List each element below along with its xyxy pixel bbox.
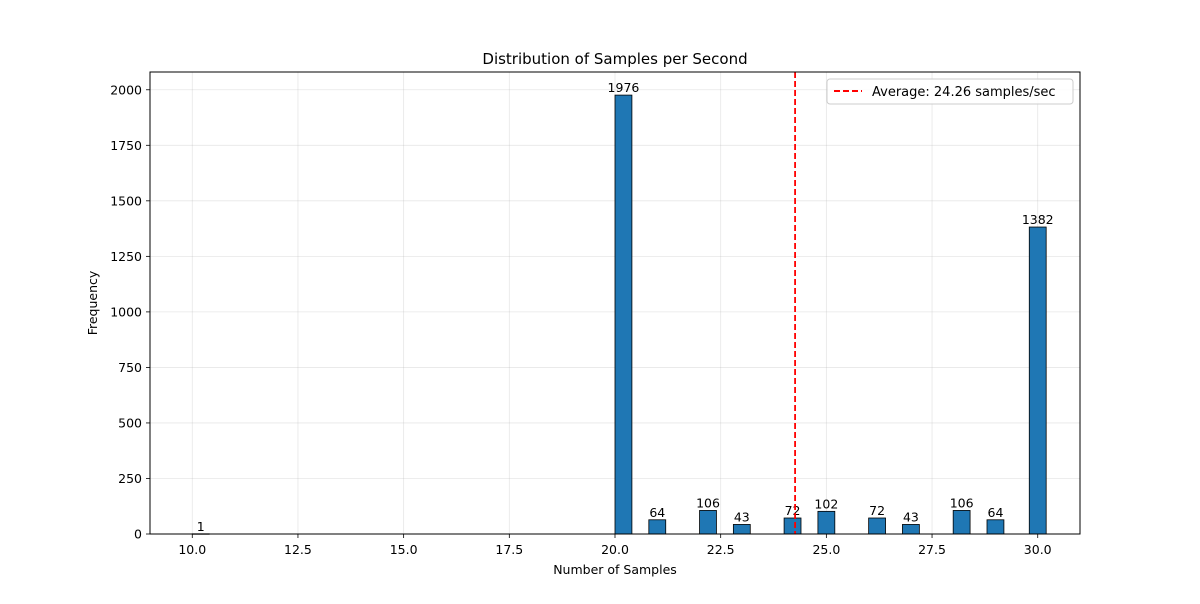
x-tick-label: 15.0 xyxy=(390,542,418,557)
legend-box xyxy=(826,78,1074,105)
bar-value-label: 72 xyxy=(785,503,801,518)
x-tick-label: 27.5 xyxy=(918,542,946,557)
y-tick-label: 1750 xyxy=(110,138,142,153)
x-axis-ticks: 10.0 12.5 15.0 17.5 20.0 22.5 25.0 27.5 30.0 xyxy=(178,534,1052,557)
bar-value-label: 1976 xyxy=(608,80,640,95)
x-tick-label: 30.0 xyxy=(1024,542,1052,557)
x-tick-label: 10.0 xyxy=(178,542,206,557)
bar xyxy=(699,510,717,535)
bar-value-label: 106 xyxy=(950,495,974,510)
x-tick-label: 12.5 xyxy=(284,542,312,557)
y-tick-label: 2000 xyxy=(110,82,142,97)
chart-title: Distribution of Samples per Second xyxy=(482,50,747,68)
legend-entry-average: Average: 24.26 samples/sec xyxy=(872,85,1056,100)
y-axis-ticks: 0 250 500 750 1000 1250 1500 1750 2000 xyxy=(110,82,150,542)
y-tick-label: 1250 xyxy=(110,249,142,264)
y-tick-label: 500 xyxy=(118,415,142,430)
bar xyxy=(817,510,836,535)
bar-value-label: 106 xyxy=(696,495,720,510)
y-tick-label: 1000 xyxy=(110,304,142,319)
x-tick-label: 17.5 xyxy=(495,542,523,557)
bar-value-label: 64 xyxy=(649,505,665,520)
bar xyxy=(614,94,633,535)
x-axis-label: Number of Samples xyxy=(553,562,677,577)
bar xyxy=(986,519,1005,535)
bars-group xyxy=(191,94,1047,535)
bar xyxy=(732,524,751,535)
bar-value-label: 102 xyxy=(814,496,838,511)
bar-value-label: 64 xyxy=(988,505,1004,520)
bar xyxy=(952,510,971,535)
y-tick-label: 0 xyxy=(134,527,142,542)
bar xyxy=(902,524,920,535)
y-axis-label: Frequency xyxy=(85,270,100,335)
bar-labels-group: 1 1976 64 106 43 72 102 72 43 106 64 1382 xyxy=(197,80,1054,534)
x-tick-label: 22.5 xyxy=(707,542,735,557)
x-tick-label: 25.0 xyxy=(812,542,840,557)
bar xyxy=(648,519,667,535)
y-tick-label: 250 xyxy=(118,471,142,486)
bar-value-label: 43 xyxy=(903,509,919,524)
x-tick-label: 20.0 xyxy=(601,542,629,557)
y-tick-label: 750 xyxy=(118,360,142,375)
bar-value-label: 43 xyxy=(734,509,750,524)
bar-value-label: 1382 xyxy=(1022,212,1054,227)
bar xyxy=(1028,226,1047,535)
bar xyxy=(868,517,886,535)
y-tick-label: 1500 xyxy=(110,193,142,208)
bar-value-label: 72 xyxy=(869,503,885,518)
bar-value-label: 1 xyxy=(197,519,205,534)
bar xyxy=(783,517,802,535)
legend: Average: 24.26 samples/sec xyxy=(826,78,1074,105)
